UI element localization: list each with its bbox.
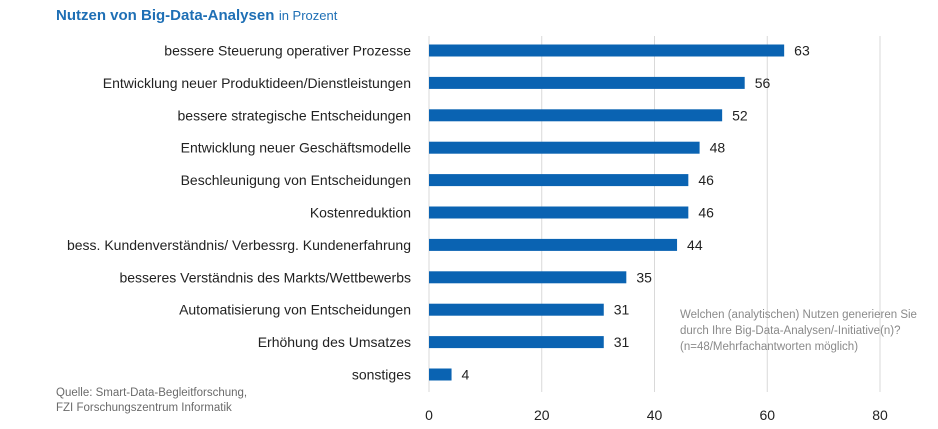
bar [429,206,689,219]
survey-question-note: Welchen (analytischen) Nutzen generieren… [680,309,917,353]
category-label: Automatisierung von Entscheidungen [179,302,411,318]
value-label: 31 [614,302,630,318]
bar [429,336,604,349]
value-label: 4 [462,367,470,383]
bar [429,238,678,251]
bar [429,109,723,122]
bar [429,271,627,284]
chart-title: Nutzen von Big-Data-Analysen in Prozent [56,7,337,25]
bar [429,303,604,316]
category-label: bessere Steuerung operativer Prozesse [164,43,411,59]
chart-title-unit: in Prozent [278,8,338,23]
value-label: 63 [794,43,810,59]
bar [429,141,700,154]
source-line-1: Quelle: Smart-Data-Begleitforschung, [56,387,248,399]
bar [429,368,452,381]
bar [429,44,785,57]
value-label: 56 [755,75,771,91]
chart-title-main: Nutzen von Big-Data-Analysen [56,7,275,24]
bar [429,76,745,89]
x-tick-label: 20 [534,407,550,423]
value-label: 31 [614,334,630,350]
value-label: 48 [710,140,726,156]
x-tick-label: 40 [647,407,663,423]
source-line-2: FZI Forschungszentrum Informatik [56,402,232,414]
x-tick-label: 80 [872,407,888,423]
category-label: Kostenreduktion [310,205,411,221]
value-label: 44 [687,237,703,253]
category-label: Entwicklung neuer Geschäftsmodelle [181,140,412,156]
bar [429,174,689,187]
value-label: 46 [698,205,714,221]
category-label: bess. Kundenverständnis/ Verbessrg. Kund… [67,237,411,253]
category-label: besseres Verständnis des Markts/Wettbewe… [119,269,411,285]
x-tick-label: 0 [425,407,433,423]
value-label: 35 [636,269,652,285]
category-label: Erhöhung des Umsatzes [258,334,411,350]
category-label: bessere strategische Entscheidungen [178,107,411,123]
category-label: Entwicklung neuer Produktideen/Dienstlei… [103,75,411,91]
value-label: 52 [732,107,748,123]
source-note: Quelle: Smart-Data-Begleitforschung, FZI… [56,386,316,416]
category-label: Beschleunigung von Entscheidungen [181,172,411,188]
category-label: sonstiges [352,367,411,383]
x-tick-label: 60 [759,407,775,423]
value-label: 46 [698,172,714,188]
